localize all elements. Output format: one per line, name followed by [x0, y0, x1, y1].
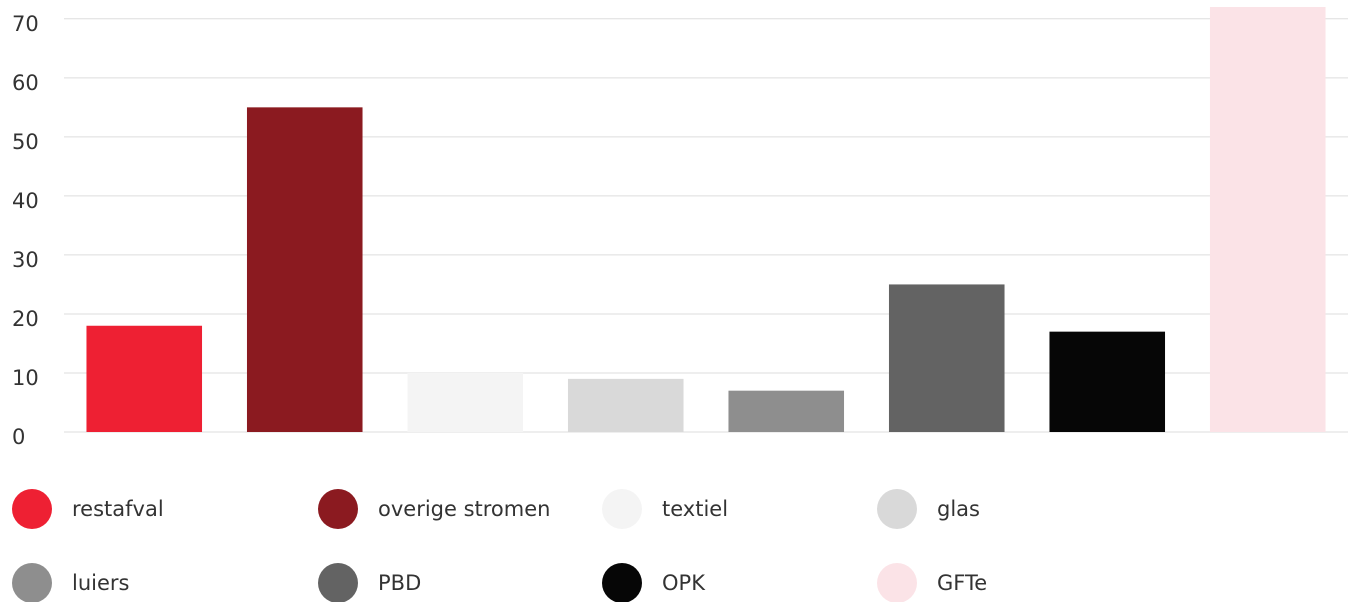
legend-label: textiel — [662, 497, 728, 521]
legend-label: OPK — [662, 571, 706, 595]
y-tick-label: 0 — [12, 425, 25, 449]
legend-label: overige stromen — [378, 497, 550, 521]
bar — [1209, 7, 1326, 432]
legend-swatch — [12, 489, 52, 529]
legend-swatch — [12, 563, 52, 602]
bar — [246, 107, 363, 432]
legend-swatch — [318, 489, 358, 529]
y-tick-label: 60 — [12, 71, 39, 95]
bar — [1049, 331, 1166, 432]
legend-label: GFTe — [937, 571, 987, 595]
legend-swatch — [602, 489, 642, 529]
bar — [728, 390, 845, 432]
y-tick-label: 30 — [12, 248, 39, 272]
legend-label: PBD — [378, 571, 421, 595]
legend-swatch — [602, 563, 642, 602]
y-tick-label: 50 — [12, 130, 39, 154]
legend-label: glas — [937, 497, 980, 521]
bar — [888, 284, 1005, 432]
y-tick-label: 40 — [12, 189, 39, 213]
y-tick-label: 10 — [12, 366, 39, 390]
legend-label: restafval — [72, 497, 164, 521]
legend-swatch — [877, 563, 917, 602]
legend-label: luiers — [72, 571, 129, 595]
legend-swatch — [318, 563, 358, 602]
y-tick-label: 70 — [12, 12, 39, 36]
bar — [86, 325, 203, 432]
bar — [407, 372, 524, 432]
legend-swatch — [877, 489, 917, 529]
y-tick-label: 20 — [12, 307, 39, 331]
bar — [567, 378, 684, 432]
